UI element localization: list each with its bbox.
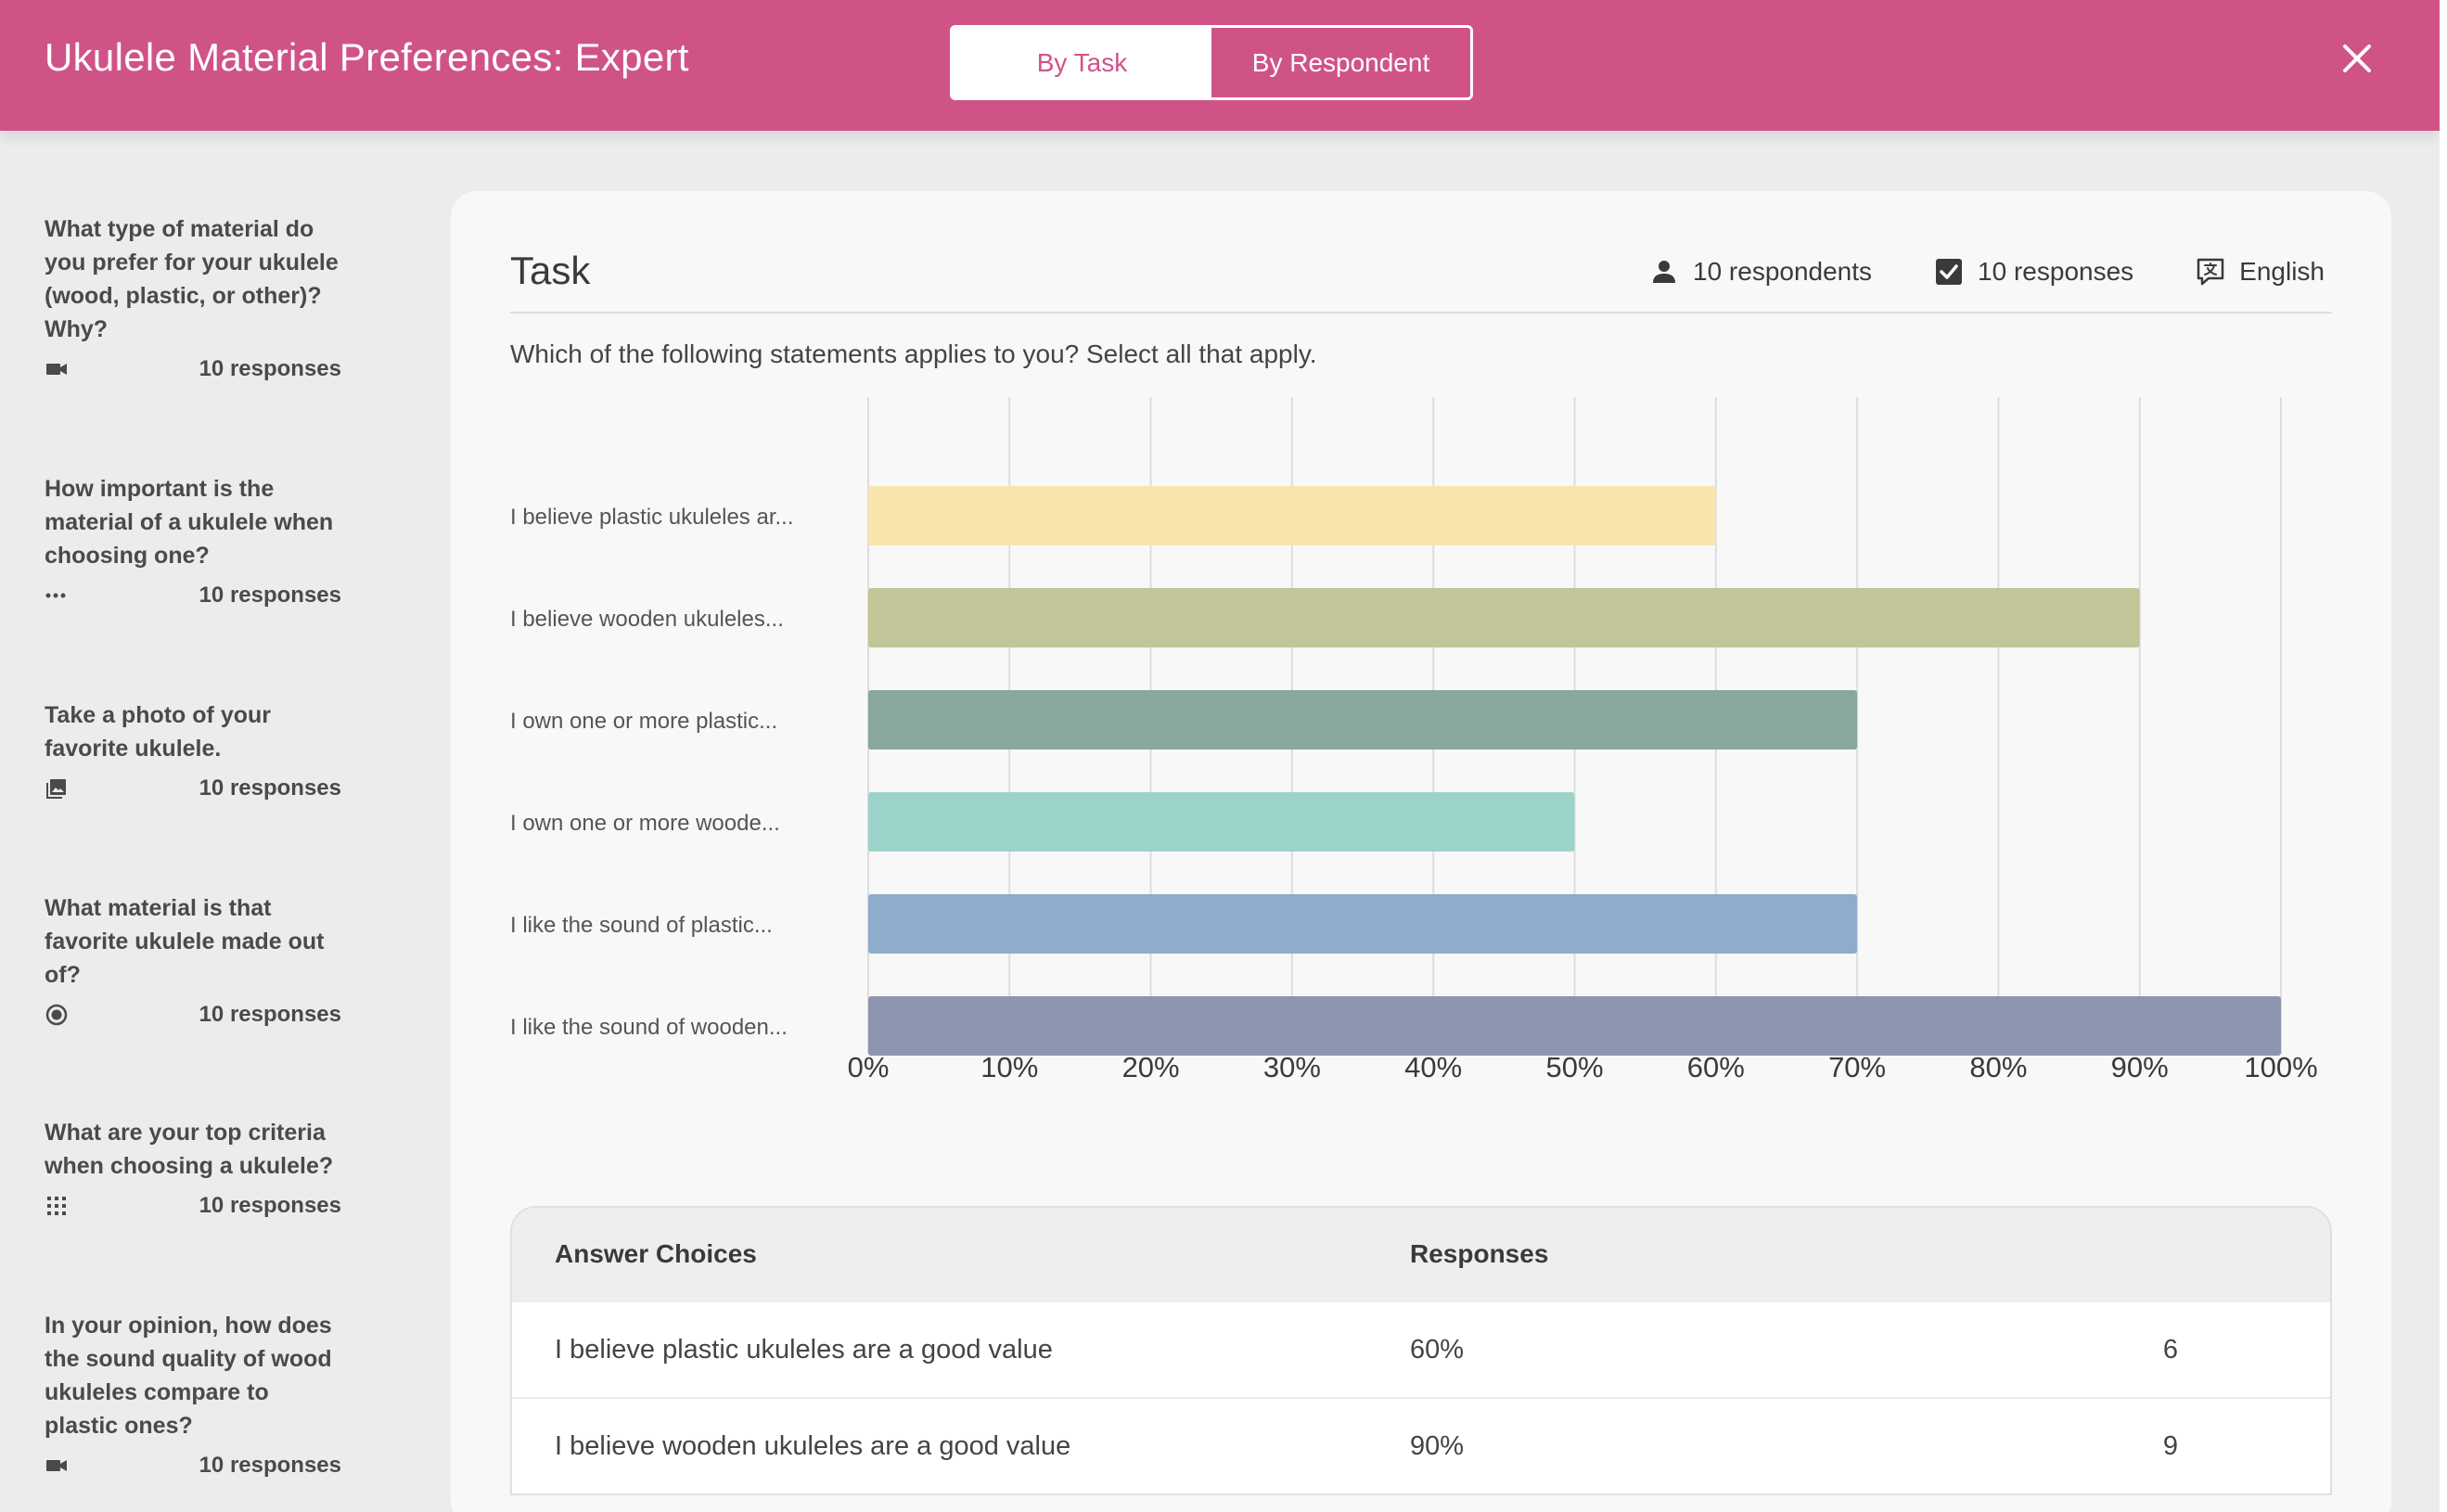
x-tick-label: 10%	[980, 1051, 1038, 1083]
row-choice: I believe wooden ukuleles are a good val…	[555, 1430, 1071, 1461]
row-percent: 60%	[1410, 1334, 1465, 1365]
x-tick-label: 40%	[1404, 1051, 1462, 1083]
bar	[868, 690, 1858, 750]
view-toggle: By Task By Respondent	[950, 25, 1473, 100]
task-prompt: Which of the following statements applie…	[510, 340, 1317, 368]
grid-icon	[45, 1194, 69, 1218]
task-card: Task 10 respondents 10 responses English…	[451, 191, 2391, 1512]
language-label: English	[2239, 257, 2325, 286]
sidebar-item-question: What type of material do you prefer for …	[45, 216, 339, 342]
divider	[510, 312, 2332, 314]
row-count: 6	[2162, 1334, 2179, 1365]
sidebar-item-question: Take a photo of your favorite ukulele.	[45, 702, 271, 762]
bar	[868, 486, 1716, 545]
sidebar-item-count: 10 responses	[199, 1193, 341, 1218]
sidebar-item-question: What material is that favorite ukulele m…	[45, 895, 325, 988]
category-label: I own one or more plastic...	[510, 709, 777, 734]
sidebar-item-question: How important is the material of a ukule…	[45, 476, 334, 569]
video-icon	[45, 1454, 69, 1478]
results-table: Answer Choices Responses I believe plast…	[510, 1206, 2332, 1495]
sidebar: What type of material do you prefer for …	[0, 131, 408, 1512]
sidebar-item-count: 10 responses	[199, 1002, 341, 1027]
radio-icon	[45, 1003, 69, 1027]
x-tick-label: 100%	[2244, 1051, 2317, 1083]
x-tick-label: 50%	[1545, 1051, 1603, 1083]
person-icon	[1653, 261, 1675, 283]
sidebar-item-count: 10 responses	[199, 775, 341, 801]
category-label: I believe wooden ukuleles...	[510, 607, 784, 632]
bar-chart: 0% 10% 20% 30% 40% 50% 60% 70% 80% 90% 100% I belie…	[451, 397, 2391, 1083]
bar-chart-svg: 0% 10% 20% 30% 40% 50% 60% 70% 80% 90% 100% I belie…	[510, 397, 2318, 1083]
sidebar-item-count: 10 responses	[199, 356, 341, 381]
header-responses: Responses	[1410, 1239, 1549, 1268]
by-task-tab[interactable]: By Task	[953, 28, 1211, 97]
sidebar-item-question: In your opinion, how does the sound qual…	[45, 1313, 332, 1439]
close-icon[interactable]	[2338, 39, 2377, 78]
responses-stat: 10 responses	[1933, 256, 2133, 288]
bar	[868, 588, 2140, 647]
x-tick-label: 90%	[2111, 1051, 2169, 1083]
category-label: I like the sound of wooden...	[510, 1015, 788, 1040]
checkbox-icon	[1936, 259, 1963, 285]
sidebar-item-count: 10 responses	[199, 1453, 341, 1478]
header-bar: Ukulele Material Preferences: Expert By …	[0, 0, 2440, 131]
photo-icon	[45, 776, 69, 801]
table-row: I believe wooden ukuleles are a good val…	[512, 1397, 2330, 1493]
table-row: I believe plastic ukuleles are a good va…	[512, 1301, 2330, 1397]
task-stats: 10 respondents 10 responses English	[1648, 256, 2325, 288]
sidebar-item-question: What are your top criteria when choosing…	[45, 1120, 334, 1179]
dots-icon	[45, 583, 69, 608]
row-percent: 90%	[1410, 1430, 1465, 1461]
x-tick-label: 70%	[1828, 1051, 1886, 1083]
row-count: 9	[2162, 1430, 2179, 1461]
respondents-count: 10 respondents	[1693, 257, 1873, 286]
sidebar-item[interactable]: Take a photo of your favorite ukulele. 1…	[45, 698, 341, 802]
sidebar-item[interactable]: What are your top criteria when choosing…	[45, 1116, 341, 1220]
table-header: Answer Choices Responses	[512, 1208, 2330, 1301]
header-answer-choices: Answer Choices	[555, 1239, 757, 1268]
bar	[868, 894, 1858, 954]
x-tick-label: 80%	[1969, 1051, 2027, 1083]
sidebar-item[interactable]: In your opinion, how does the sound qual…	[45, 1309, 341, 1480]
sidebar-item[interactable]: What material is that favorite ukulele m…	[45, 891, 341, 1029]
window-edge	[2440, 0, 2447, 1512]
bar	[868, 792, 1575, 852]
video-icon	[45, 357, 69, 381]
x-tick-label: 30%	[1263, 1051, 1321, 1083]
category-label: I own one or more woode...	[510, 811, 780, 836]
bar	[868, 996, 2281, 1056]
sidebar-item-count: 10 responses	[199, 583, 341, 608]
x-tick-label: 60%	[1687, 1051, 1745, 1083]
category-label: I believe plastic ukuleles ar...	[510, 505, 794, 530]
task-title: Task	[510, 249, 591, 292]
x-tick-label: 20%	[1122, 1051, 1180, 1083]
sidebar-item[interactable]: What type of material do you prefer for …	[45, 212, 341, 383]
category-label: I like the sound of plastic...	[510, 913, 773, 938]
row-choice: I believe plastic ukuleles are a good va…	[555, 1334, 1053, 1365]
respondents-stat: 10 respondents	[1648, 256, 1872, 288]
by-respondent-tab[interactable]: By Respondent	[1251, 47, 1430, 77]
translate-icon	[2197, 258, 2224, 286]
page-title: Ukulele Material Preferences: Expert	[45, 35, 689, 79]
sidebar-item[interactable]: How important is the material of a ukule…	[45, 472, 341, 609]
language-selector[interactable]: English	[2195, 256, 2325, 288]
x-tick-label: 0%	[848, 1051, 890, 1083]
responses-count: 10 responses	[1978, 257, 2134, 286]
